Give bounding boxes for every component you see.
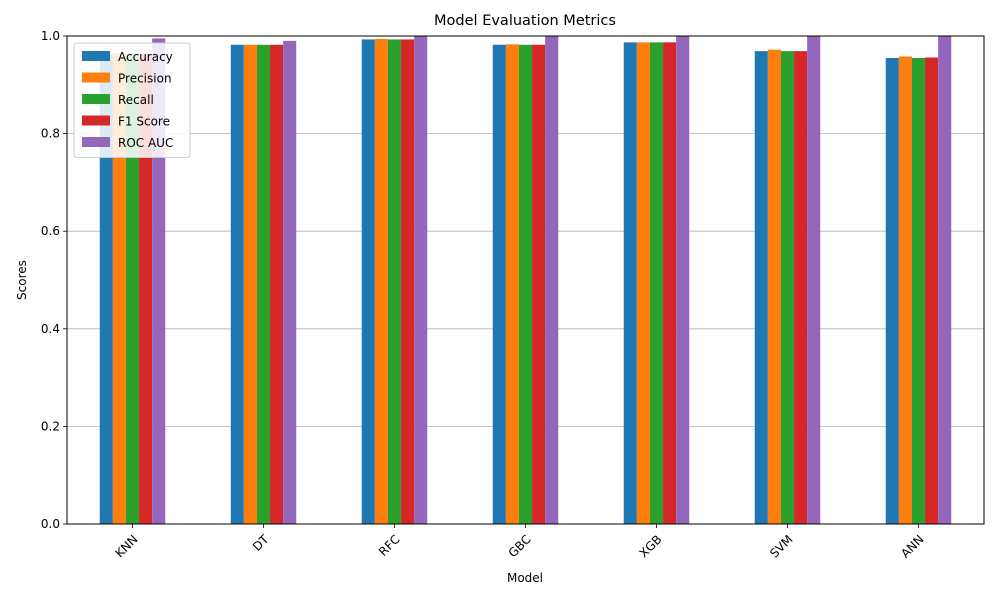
legend-label: Accuracy [118, 50, 173, 64]
x-tick-label: SVM [767, 532, 795, 560]
bar-accuracy-gbc [492, 44, 506, 525]
legend-label: Precision [118, 72, 172, 86]
legend: Accuracy Precision Recall F1 Score ROC AUC [73, 42, 191, 158]
bar-recall-svm [780, 51, 795, 525]
x-tick-label: GBC [506, 532, 534, 560]
bar-roc-auc-knn [152, 38, 166, 524]
bar-recall-xgb [649, 42, 664, 525]
bar-accuracy-xgb [623, 42, 637, 525]
bar-precision-dt [243, 44, 257, 525]
x-tick-label: XGB [637, 532, 665, 560]
bar-precision-rfc [374, 38, 388, 524]
bar-roc-auc-svm [807, 36, 821, 524]
y-tick-label: 0.2 [41, 419, 60, 433]
bar-f1-score-rfc [401, 39, 415, 524]
y-axis-title: Scores [15, 260, 29, 300]
y-tick-label: 0.4 [41, 322, 60, 336]
bar-f1-score-svm [794, 51, 808, 525]
bar-f1-score-dt [270, 44, 284, 525]
legend-swatch [82, 51, 110, 61]
bar-accuracy-svm [754, 51, 768, 525]
bar-precision-ann [898, 56, 912, 524]
legend-swatch [82, 72, 110, 83]
bar-recall-rfc [387, 39, 402, 524]
bars [99, 36, 952, 525]
bar-roc-auc-ann [938, 36, 952, 524]
bar-accuracy-dt [230, 44, 244, 525]
y-tick-label: 0.0 [41, 517, 60, 531]
bar-roc-auc-dt [283, 40, 297, 524]
bar-precision-xgb [636, 42, 650, 525]
y-tick-label: 0.8 [41, 127, 60, 141]
bar-precision-knn [112, 53, 126, 524]
x-tick-label: RFC [376, 532, 403, 559]
x-tick-label: KNN [112, 532, 140, 560]
x-axis-title: Model [507, 571, 543, 585]
legend-label: F1 Score [118, 115, 170, 129]
legend-label: ROC AUC [118, 136, 173, 150]
legend-label: Recall [118, 93, 154, 107]
legend-swatch [82, 94, 110, 104]
ticks: 0.0 0.2 0.4 0.6 0.8 1.0 KNN DT RFC GBC XGB SVM ANN [41, 29, 927, 561]
legend-box [73, 42, 191, 158]
x-tick-label: ANN [898, 532, 926, 560]
bar-recall-dt [256, 44, 271, 525]
bar-accuracy-knn [99, 54, 113, 524]
legend-swatch [82, 115, 110, 126]
bar-roc-auc-gbc [545, 36, 559, 524]
legend-swatch [82, 137, 110, 147]
y-tick-label: 0.6 [41, 224, 60, 238]
bar-f1-score-knn [139, 54, 153, 524]
bar-roc-auc-rfc [414, 36, 428, 524]
x-tick-label: DT [250, 532, 272, 554]
bar-recall-gbc [518, 44, 533, 525]
bar-f1-score-xgb [663, 42, 677, 525]
bar-recall-ann [911, 57, 926, 525]
bar-accuracy-ann [885, 57, 899, 525]
chart-title: Model Evaluation Metrics [434, 13, 616, 29]
bar-roc-auc-xgb [676, 36, 690, 524]
bar-f1-score-gbc [532, 44, 546, 525]
bar-f1-score-ann [925, 57, 939, 525]
bar-recall-knn [125, 54, 140, 524]
y-tick-label: 1.0 [41, 29, 60, 43]
bar-precision-svm [767, 49, 781, 524]
bar-accuracy-rfc [361, 39, 375, 524]
bar-precision-gbc [505, 44, 519, 525]
